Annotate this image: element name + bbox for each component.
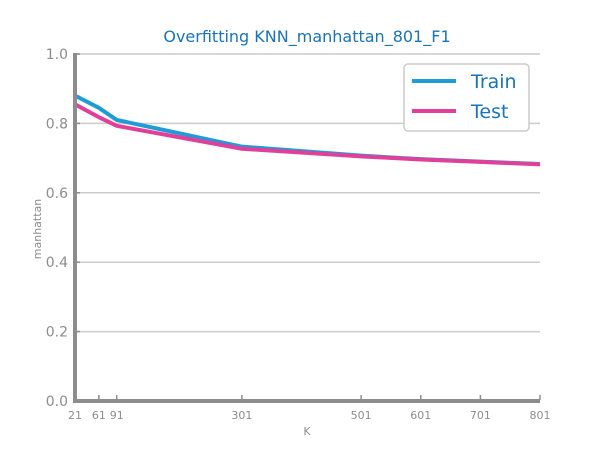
y-tick-label: 0.4 [46,255,68,271]
x-tick-label: 21 [68,409,82,422]
x-tick-label: 601 [410,409,431,422]
chart-title: Overfitting KNN_manhattan_801_F1 [163,27,450,47]
legend-label-train: Train [470,71,517,93]
x-axis-label: K [303,425,311,438]
x-tick-label: 701 [470,409,491,422]
y-tick-label: 0.6 [46,186,68,202]
x-tick-label: 801 [530,409,551,422]
series-lines [74,93,541,167]
y-axis-label: manhattan [31,199,44,260]
x-tick-label: 301 [231,409,252,422]
y-tick-label: 0.8 [46,116,68,132]
series-line-test [74,102,541,167]
x-tick-label: 91 [110,409,124,422]
x-tick-label: 61 [92,409,106,422]
legend: Train Test [403,63,530,132]
y-tick-label: 0.2 [46,325,68,341]
y-tick-label: 0.0 [46,394,68,410]
y-tick-label: 1.0 [46,47,68,63]
y-axis-ticks: 0.0 0.2 0.4 0.6 0.8 1.0 [46,47,80,410]
legend-label-test: Test [470,101,508,123]
x-tick-label: 501 [351,409,372,422]
